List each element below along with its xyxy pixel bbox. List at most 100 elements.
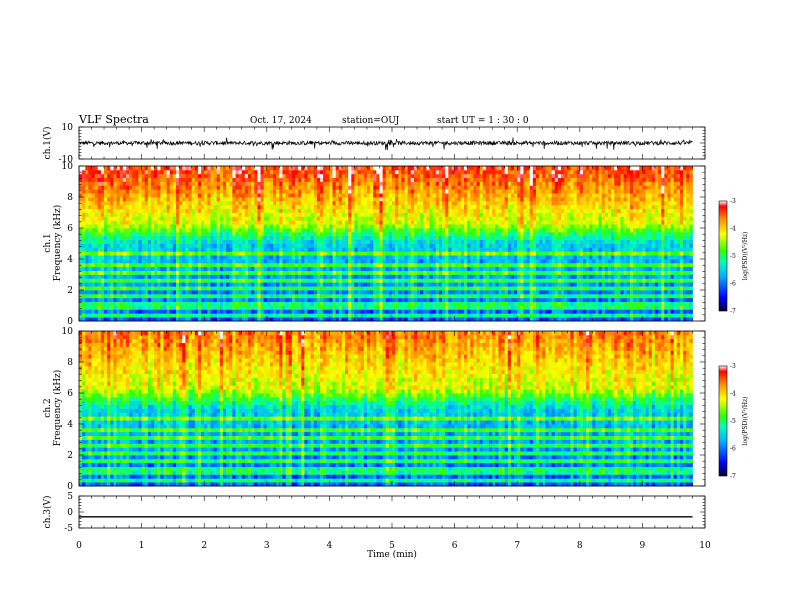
spectrogram-cell xyxy=(326,305,330,310)
spectrogram-cell xyxy=(141,220,146,225)
spectrogram-cell xyxy=(129,231,133,237)
spectrogram-cell xyxy=(382,243,387,248)
spectrogram-cell xyxy=(432,235,437,241)
spectrogram-cell xyxy=(301,173,305,179)
spectrogram-cell xyxy=(232,259,236,264)
spectrogram-cell xyxy=(285,301,290,306)
spectrogram-cell xyxy=(445,317,449,322)
spectrogram-cell xyxy=(194,266,199,272)
spectrogram-cell xyxy=(448,262,452,268)
figure-title: VLF Spectra xyxy=(78,113,149,126)
spectrogram-cell xyxy=(304,200,308,206)
spectrogram-cell xyxy=(150,200,155,206)
spectrogram-cell xyxy=(166,278,171,283)
spectrogram-cell xyxy=(235,204,240,210)
spectrogram-cell xyxy=(269,181,274,186)
spectrogram-cell xyxy=(348,181,352,186)
spectrogram-cell xyxy=(122,216,127,221)
spectrogram-cell xyxy=(379,305,384,310)
spectrogram-cell xyxy=(273,305,277,310)
spectrogram-cell xyxy=(263,169,268,175)
spectrogram-cell xyxy=(288,228,293,233)
spectrogram-cell xyxy=(273,297,277,303)
ch1-ytick-bottom: -10 xyxy=(59,155,74,165)
spectrogram-cell xyxy=(423,262,427,268)
spectrogram-cell xyxy=(316,166,321,171)
spectrogram-cell xyxy=(385,290,390,295)
spectrogram-cell xyxy=(316,173,321,179)
spectrogram-cell xyxy=(88,278,92,283)
spectrogram-cell xyxy=(432,177,437,182)
spectrogram-cell xyxy=(426,293,430,299)
spectrogram-cell xyxy=(288,259,293,264)
spectrogram-cell xyxy=(388,309,393,314)
spectrogram-cell xyxy=(398,177,402,182)
spectrogram-cell xyxy=(232,286,236,291)
spectrogram-cell xyxy=(157,193,161,198)
spectrogram-cell xyxy=(172,212,177,217)
spectrogram-cell xyxy=(119,231,124,237)
spectrogram-cell xyxy=(276,301,280,306)
spectrogram-cell xyxy=(376,224,380,229)
spectrogram-cell xyxy=(379,274,384,279)
spectrogram-cell xyxy=(360,235,365,241)
spectrogram-cell xyxy=(216,169,221,175)
spectrogram-cell xyxy=(392,247,396,252)
spectrogram-cell xyxy=(316,290,321,295)
spectrogram-cell xyxy=(182,255,186,260)
spectrogram-cell xyxy=(426,224,430,229)
spectrogram-cell xyxy=(107,228,111,233)
spectrogram-cell xyxy=(166,305,171,310)
spectrogram-cell xyxy=(410,278,415,283)
spectrogram-cell xyxy=(326,270,330,275)
spectrogram-cell xyxy=(100,282,105,287)
spectrogram-cell xyxy=(94,220,99,225)
spectrogram-cell xyxy=(395,189,399,194)
spectrogram-cell xyxy=(251,259,255,264)
spectrogram-cell xyxy=(363,270,368,275)
spectrogram-cell xyxy=(119,228,124,233)
spectrogram-cell xyxy=(116,216,121,221)
spectrogram-cell xyxy=(82,301,86,306)
spectrogram-cell xyxy=(307,239,312,244)
spectrogram-cell xyxy=(335,231,340,237)
spectrogram-cell xyxy=(85,173,89,179)
spectrogram-cell xyxy=(310,305,315,310)
spectrogram-cell xyxy=(154,197,158,202)
spectrogram-cell xyxy=(307,173,312,179)
spectrogram-cell xyxy=(401,247,405,252)
spectrogram-cell xyxy=(91,247,96,252)
spectrogram-cell xyxy=(370,309,374,314)
spectrogram-cell xyxy=(185,231,189,237)
spectrogram-cell xyxy=(304,193,308,198)
spectrogram-cell xyxy=(448,208,452,213)
spectrogram-cell xyxy=(442,239,446,244)
spectrogram-cell xyxy=(210,228,214,233)
spectrogram-cell xyxy=(335,313,340,318)
spectrogram-cell xyxy=(298,181,302,186)
spectrogram-cell xyxy=(257,216,261,221)
spectrogram-cell xyxy=(426,290,430,295)
spectrogram-cell xyxy=(457,313,462,318)
spectrogram-cell xyxy=(326,173,330,179)
spectrogram-cell xyxy=(135,251,139,256)
spectrogram-cell xyxy=(420,220,424,225)
spectrogram-cell xyxy=(320,262,324,268)
spectrogram-cell xyxy=(351,270,355,275)
spectrogram-cell xyxy=(366,169,371,175)
spectrogram-cell xyxy=(351,224,355,229)
spectrogram-cell xyxy=(132,169,136,175)
spectrogram-cell xyxy=(357,204,362,210)
spectrogram-cell xyxy=(94,212,99,217)
spectrogram-cell xyxy=(257,317,261,322)
spectrogram-cell xyxy=(423,166,427,171)
spectrogram-cell xyxy=(157,286,161,291)
spectrogram-cell xyxy=(298,193,302,198)
spectrogram-cell xyxy=(201,297,205,303)
spectrogram-cell xyxy=(251,286,255,291)
spectrogram-cell xyxy=(338,177,343,182)
spectrogram-cell xyxy=(144,166,149,171)
spectrogram-cell xyxy=(254,224,258,229)
spectrogram-cell xyxy=(219,282,224,287)
spectrogram-cell xyxy=(182,301,186,306)
